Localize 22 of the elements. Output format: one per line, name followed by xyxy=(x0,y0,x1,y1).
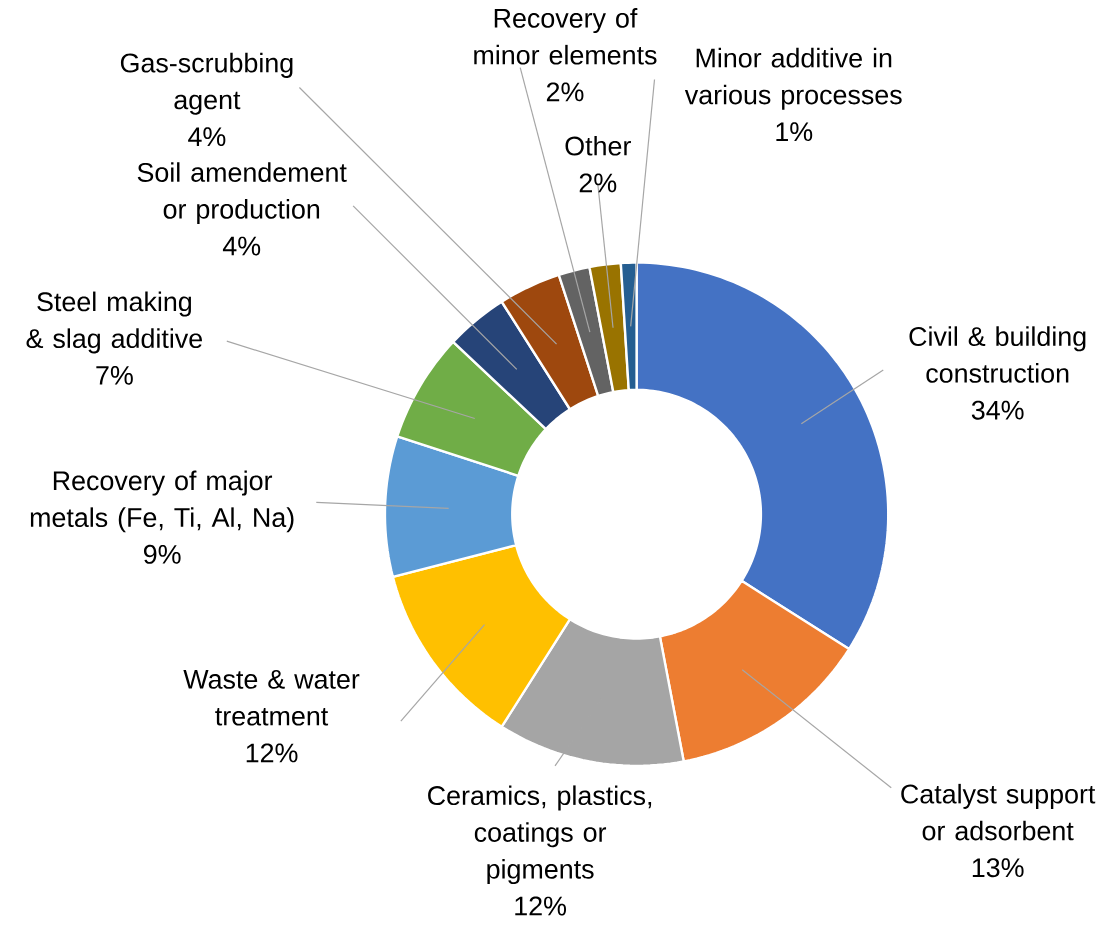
slice-label: Minor additive in various processes xyxy=(684,47,902,110)
slice-label: Gas-scrubbing agent xyxy=(120,52,293,115)
data-label: 1% xyxy=(776,122,813,142)
data-label: 4% xyxy=(222,236,261,256)
data-label: 4% xyxy=(188,127,226,147)
slice-label: Civil & building construction xyxy=(909,326,1086,383)
data-label: 7% xyxy=(96,366,133,385)
data-label: 12% xyxy=(515,896,567,916)
slice-label: Soil amendement or production xyxy=(137,162,347,225)
data-label: 34% xyxy=(971,400,1024,420)
slice-label: Catalyst support or adsorbent xyxy=(901,783,1096,841)
slice-label: Recovery of minor elements xyxy=(474,8,657,65)
data-label: 9% xyxy=(143,544,181,564)
slice-label: Recovery of major metals (Fe, Ti, Al, Na) xyxy=(30,470,294,533)
data-label: 13% xyxy=(972,858,1024,878)
data-label: 2% xyxy=(546,82,584,102)
slice-label: Other xyxy=(565,135,631,156)
slice-label: Steel making & slag additive xyxy=(26,291,202,354)
slice-label: Ceramics, plastics, coatings or pigments xyxy=(428,785,652,885)
data-label: 2% xyxy=(579,173,617,193)
data-label: 12% xyxy=(246,743,298,763)
slice-label: Waste & water treatment xyxy=(183,669,360,726)
